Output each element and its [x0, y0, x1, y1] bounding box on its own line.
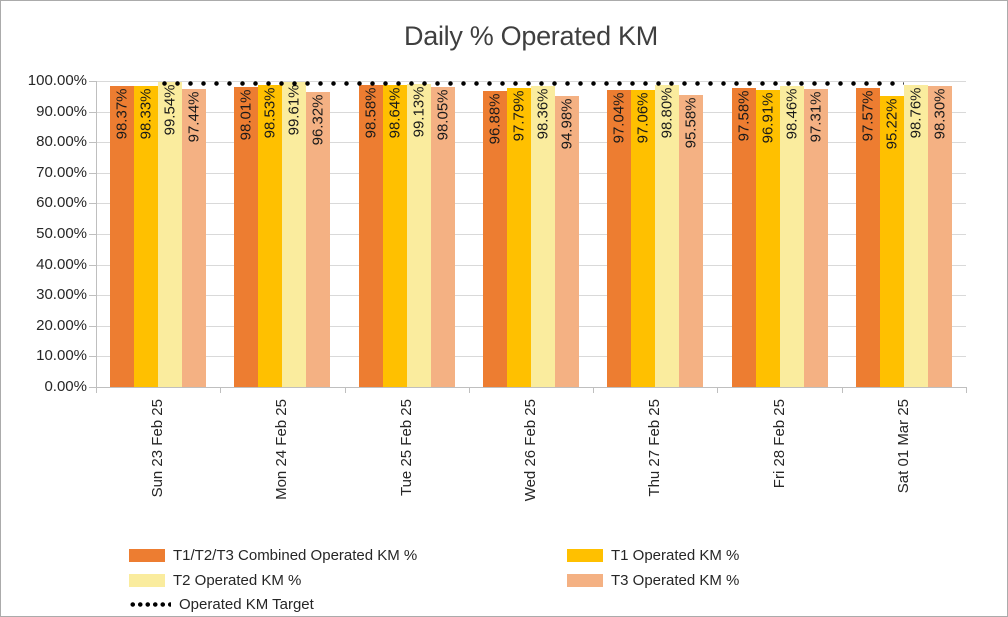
bar-t3: [679, 94, 704, 387]
bar-t2: [903, 84, 928, 387]
bar-t2: [531, 86, 555, 387]
legend-item: Operated KM Target: [129, 596, 314, 613]
bar-t1: [879, 95, 904, 387]
legend-label: Operated KM Target: [179, 596, 314, 613]
y-tick-label: 30.00%: [36, 286, 87, 304]
x-axis-tick: [966, 387, 967, 393]
legend-swatch: [567, 549, 603, 562]
x-axis-tick: [344, 387, 346, 393]
x-axis-tick: [593, 387, 595, 393]
bar-t3: [182, 88, 207, 387]
bar-t3: [430, 86, 455, 387]
y-tick-label: 100.00%: [27, 72, 87, 89]
bar-combined: [234, 87, 259, 387]
bar-combined: [358, 85, 383, 387]
bar-t2: [282, 82, 307, 387]
bar-t1: [134, 86, 159, 387]
y-axis-tick: [89, 203, 96, 205]
legend-swatch: [129, 549, 165, 562]
bar-t1: [755, 90, 780, 387]
legend-label: T3 Operated KM %: [611, 572, 740, 589]
x-axis-tick: [841, 387, 843, 393]
y-tick-label: 90.00%: [36, 102, 87, 120]
y-axis-tick: [89, 142, 96, 144]
bar-t1: [631, 89, 656, 387]
bar-t3: [803, 89, 828, 387]
legend-item: T1 Operated KM %: [567, 547, 739, 564]
x-axis-tick: [717, 387, 719, 393]
legend-item: T1/T2/T3 Combined Operated KM %: [129, 547, 417, 564]
legend-label: T2 Operated KM %: [173, 572, 302, 589]
bar-t1: [258, 85, 283, 387]
chart-title: Daily % Operated KM: [404, 21, 658, 51]
bar-combined: [607, 90, 632, 387]
y-tick-label: 70.00%: [36, 163, 87, 181]
bar-t3: [927, 86, 952, 387]
legend-swatch: [129, 574, 165, 587]
y-tick-label: 0.00%: [44, 378, 87, 395]
y-axis-tick: [89, 111, 96, 113]
y-axis-tick: [89, 325, 96, 327]
x-axis-tick: [96, 387, 97, 393]
y-axis-tick: [89, 81, 96, 82]
bar-t3: [555, 96, 579, 387]
x-axis-line: [96, 387, 966, 388]
legend-dotted-line-swatch: [129, 602, 171, 607]
bar-combined: [483, 90, 507, 387]
y-axis-tick: [89, 172, 96, 174]
legend-label: T1/T2/T3 Combined Operated KM %: [173, 547, 418, 564]
bar-combined: [731, 88, 756, 387]
y-tick-label: 80.00%: [36, 133, 87, 151]
y-axis-tick: [89, 234, 96, 235]
bar-combined: [110, 85, 135, 387]
y-tick-label: 20.00%: [36, 316, 87, 334]
target-line: [158, 81, 904, 87]
x-axis-tick: [468, 387, 470, 393]
legend-item: T2 Operated KM %: [129, 572, 301, 589]
y-axis-tick: [89, 356, 96, 358]
y-tick-label: 10.00%: [36, 347, 87, 365]
y-axis-tick: [89, 387, 96, 388]
bar-t1: [382, 85, 407, 387]
x-axis-tick: [220, 387, 222, 393]
y-axis-line: [96, 81, 97, 387]
legend-label: T1 Operated KM %: [611, 547, 740, 564]
bar-t2: [158, 82, 183, 387]
legend-swatch: [567, 574, 603, 587]
y-tick-label: 40.00%: [36, 255, 87, 273]
bar-t2: [406, 83, 431, 387]
bar-combined: [855, 88, 880, 387]
y-axis-tick: [89, 295, 96, 297]
y-axis-tick: [89, 264, 96, 266]
y-tick-label: 60.00%: [36, 194, 87, 212]
bar-t3: [306, 92, 331, 387]
y-tick-label: 50.00%: [36, 225, 87, 242]
bar-t2: [779, 85, 804, 387]
legend-item: T3 Operated KM %: [567, 572, 739, 589]
bar-t1: [507, 87, 531, 387]
bar-t2: [655, 84, 680, 387]
